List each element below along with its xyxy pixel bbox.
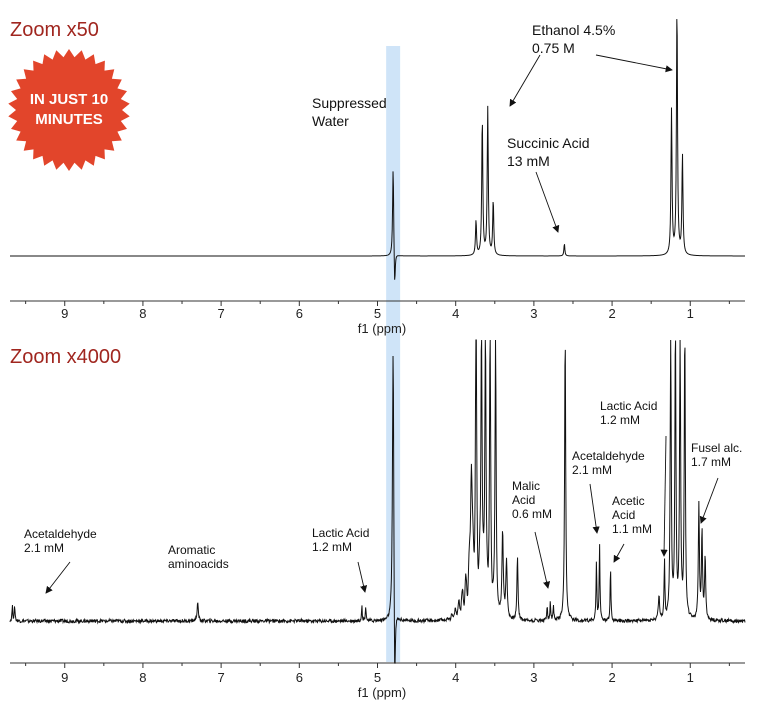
- x-tick-label: 7: [217, 306, 224, 321]
- bottom-panel-title: Zoom x4000: [10, 346, 121, 368]
- annotation-arrow: [660, 435, 668, 557]
- annotation-label: Fusel alc.: [691, 441, 742, 455]
- x-tick-label: 4: [452, 306, 459, 321]
- annotation-label: 1.1 mM: [612, 522, 652, 536]
- starburst-badge-icon: [8, 49, 130, 171]
- badge-line-1: IN JUST 10: [30, 91, 108, 108]
- annotation-label: Lactic Acid: [600, 399, 657, 413]
- annotation-label: 0.75 M: [532, 40, 575, 56]
- x-tick-label: 2: [608, 670, 615, 685]
- annotation-arrow: [357, 561, 368, 593]
- annotation-label: 13 mM: [507, 153, 550, 169]
- badge-line-2: MINUTES: [35, 111, 103, 128]
- x-tick-label: 8: [139, 306, 146, 321]
- annotation-arrow: [595, 54, 673, 73]
- annotation-label: 0.6 mM: [512, 507, 552, 521]
- bottom-x-axis-title: f1 (ppm): [358, 685, 406, 700]
- annotation-arrow: [535, 171, 560, 233]
- x-tick-label: 9: [61, 306, 68, 321]
- x-tick-label: 1: [687, 306, 694, 321]
- top-spectrum-series: [10, 19, 745, 280]
- bottom-x-axis: 9 8 7 6 5 4 3 2 1: [10, 662, 745, 685]
- annotation-label: Acid: [512, 493, 535, 507]
- annotation-arrow: [45, 561, 71, 594]
- x-tick-label: 9: [61, 670, 68, 685]
- x-tick-label: 8: [139, 670, 146, 685]
- bottom-spectrum-series: [9, 339, 746, 664]
- x-tick-label: 6: [296, 306, 303, 321]
- x-tick-label: 6: [296, 670, 303, 685]
- annotation-label: 1.2 mM: [312, 540, 352, 554]
- annotation-label: Water: [312, 113, 349, 129]
- x-tick-label: 3: [530, 306, 537, 321]
- x-tick-label: 2: [608, 306, 615, 321]
- x-tick-label: 1: [687, 670, 694, 685]
- top-panel-title: Zoom x50: [10, 19, 99, 41]
- annotation-label: Ethanol 4.5%: [532, 22, 615, 38]
- annotation-label: Succinic Acid: [507, 135, 589, 151]
- promo-badge: IN JUST 10 MINUTES: [8, 49, 130, 171]
- annotation-label: Lactic Acid: [312, 526, 369, 540]
- annotation-label: Acetaldehyde: [24, 527, 97, 541]
- annotation-label: 2.1 mM: [24, 541, 64, 555]
- top-x-axis-title: f1 (ppm): [358, 321, 406, 336]
- annotation-label: Malic: [512, 479, 540, 493]
- annotation-arrow: [509, 54, 541, 107]
- annotation-arrow: [699, 477, 719, 524]
- spectrum-line: [9, 339, 746, 664]
- top-annotations: Suppressed Water Ethanol 4.5% 0.75 M Succini…: [312, 22, 673, 233]
- annotation-label: Acid: [612, 508, 635, 522]
- suppressed-water-band: [386, 46, 401, 662]
- water-band-rect: [386, 46, 401, 662]
- annotation-label: aminoacids: [168, 557, 229, 571]
- annotation-arrow: [589, 483, 600, 534]
- x-tick-label: 5: [374, 670, 381, 685]
- top-x-axis: 9 8 7 6 5 4 3 2 1: [10, 300, 745, 321]
- annotation-label: Acetaldehyde: [572, 449, 645, 463]
- x-tick-label: 7: [217, 670, 224, 685]
- annotation-label: 1.2 mM: [600, 413, 640, 427]
- annotation-label: 2.1 mM: [572, 463, 612, 477]
- annotation-label: Aromatic: [168, 543, 215, 557]
- x-tick-label: 3: [530, 670, 537, 685]
- annotation-arrow: [613, 543, 625, 563]
- annotation-label: Acetic: [612, 494, 645, 508]
- x-tick-label: 5: [374, 306, 381, 321]
- annotation-label: 1.7 mM: [691, 455, 731, 469]
- annotation-arrow: [534, 531, 551, 589]
- spectrum-line: [10, 19, 745, 280]
- annotation-label: Suppressed: [312, 95, 387, 111]
- x-tick-label: 4: [452, 670, 459, 685]
